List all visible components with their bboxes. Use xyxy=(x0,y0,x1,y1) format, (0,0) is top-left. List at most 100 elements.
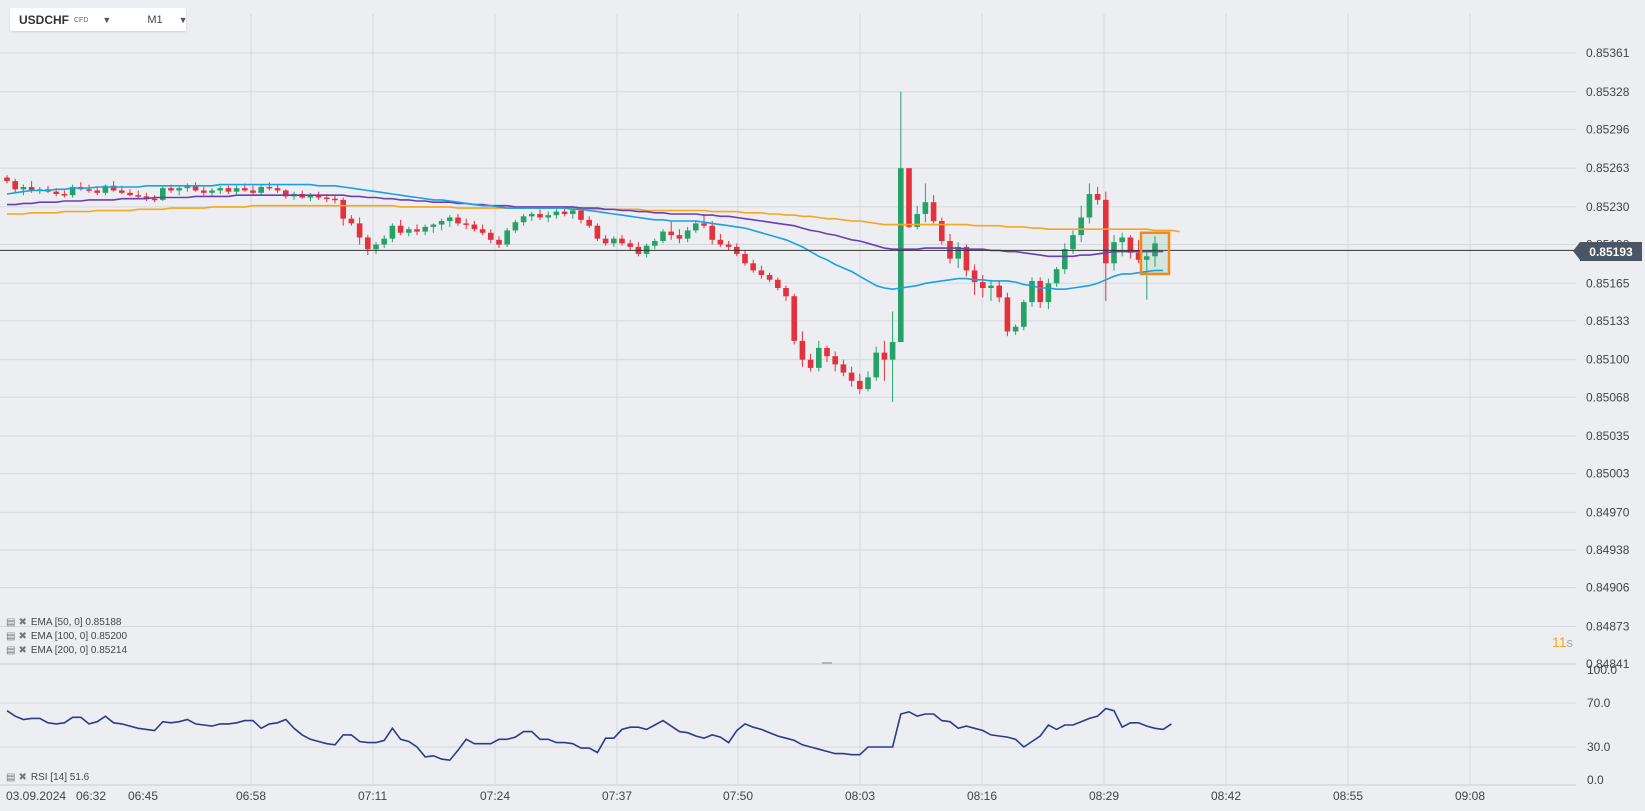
candle-bullish xyxy=(520,216,527,223)
candle-bullish xyxy=(258,186,264,193)
candle-bullish xyxy=(1021,302,1027,327)
settings-icon[interactable]: ▤ xyxy=(6,617,16,628)
symbol-selector[interactable]: USDCHF CFD ▼ M1 ▼ xyxy=(10,8,188,31)
ema200-value: 0.85214 xyxy=(90,645,128,656)
candle-bullish xyxy=(20,186,27,190)
price-tick-label: 0.85165 xyxy=(1586,276,1630,290)
ema100-line xyxy=(7,194,1164,258)
symbol-dropdown-icon[interactable]: ▼ xyxy=(102,14,112,25)
candle-bullish xyxy=(643,245,650,254)
price-tick-label: 0.85100 xyxy=(1586,353,1630,367)
candle-bullish xyxy=(233,188,240,192)
timeframe-dropdown-icon[interactable]: ▼ xyxy=(178,14,188,25)
candle-bearish xyxy=(1103,199,1109,264)
candle-bullish xyxy=(955,246,961,259)
time-tick-label: 06:32 xyxy=(76,789,106,803)
candle-bullish xyxy=(406,229,412,233)
ema50-line xyxy=(6,183,1164,291)
candle-bearish xyxy=(602,238,609,244)
time-tick-label: 09:08 xyxy=(1455,789,1485,803)
candle-bearish xyxy=(315,195,322,198)
candle-bearish xyxy=(758,270,765,276)
candle-bearish xyxy=(939,221,945,241)
rsi-tick-label: 0.0 xyxy=(1587,773,1604,787)
settings-icon[interactable]: ▤ xyxy=(6,645,16,656)
candle-bullish xyxy=(545,215,551,218)
price-tick-label: 0.84970 xyxy=(1586,505,1630,519)
remove-icon[interactable]: ✖ xyxy=(18,645,27,656)
candle-bearish xyxy=(619,238,625,244)
candle-bearish xyxy=(963,246,970,271)
countdown-unit: s xyxy=(1566,635,1574,650)
candle-bullish xyxy=(898,168,904,343)
current-price-tag: 0.85193 xyxy=(1573,242,1642,261)
candle-bearish xyxy=(488,232,494,240)
ema100-label: EMA [100, 0] xyxy=(30,631,89,642)
price-tick-label: 0.85003 xyxy=(1586,467,1630,481)
candle-bearish xyxy=(824,347,830,357)
time-tick-label: 06:45 xyxy=(128,789,158,803)
candle-bearish xyxy=(980,282,986,288)
time-tick-label: 08:55 xyxy=(1333,789,1363,803)
time-tick-label: 08:29 xyxy=(1089,789,1119,803)
ema100-value: 0.85200 xyxy=(90,631,128,642)
price-tick-label: 0.85328 xyxy=(1586,85,1630,99)
candle-bullish xyxy=(1086,194,1093,218)
candle-bullish xyxy=(553,211,560,216)
candle-bullish xyxy=(1144,256,1150,260)
rsi-label-text: RSI [14] xyxy=(30,772,67,783)
candle-bullish xyxy=(1029,280,1035,303)
candle-bearish xyxy=(725,244,732,247)
price-tick-label: 0.84841 xyxy=(1586,657,1630,671)
candle-bearish xyxy=(881,352,888,360)
ema200-line xyxy=(7,204,1180,233)
candle-bearish xyxy=(783,288,789,297)
candle-bearish xyxy=(61,194,68,196)
candle-bearish xyxy=(561,211,568,214)
candle-bearish xyxy=(537,213,543,218)
time-tick-label: 07:11 xyxy=(358,789,387,803)
rsi-line xyxy=(6,707,1172,762)
current-price-value: 0.85193 xyxy=(1589,244,1633,259)
candle-bearish xyxy=(455,217,461,224)
candle-bearish xyxy=(471,224,478,230)
candle-bullish xyxy=(160,188,166,200)
candle-bearish xyxy=(397,225,404,233)
candle-bearish xyxy=(594,225,601,239)
ema100-legend[interactable]: ▤ ✖ EMA [100, 0] 0.85200 xyxy=(6,631,127,642)
candle-bullish xyxy=(389,225,396,239)
candle-bearish xyxy=(586,219,592,226)
ema200-legend[interactable]: ▤ ✖ EMA [200, 0] 0.85214 xyxy=(6,645,127,656)
candle-bullish xyxy=(512,222,519,231)
candle-bullish xyxy=(816,347,822,368)
settings-icon[interactable]: ▤ xyxy=(6,631,16,642)
remove-icon[interactable]: ✖ xyxy=(18,617,27,628)
candle-bullish xyxy=(1062,249,1068,270)
candle-bullish xyxy=(176,188,182,191)
candle-bullish xyxy=(660,231,666,241)
candle-bullish xyxy=(184,185,191,189)
candle-bullish xyxy=(889,342,896,360)
candle-bearish xyxy=(356,223,363,238)
candle-bearish xyxy=(283,190,289,197)
candle-bearish xyxy=(1094,194,1101,200)
time-tick-label: 08:42 xyxy=(1211,789,1241,803)
candle-bearish xyxy=(857,380,863,390)
candle-bearish xyxy=(348,218,355,224)
ema50-value: 0.85188 xyxy=(85,617,122,628)
timeframe-value[interactable]: M1 xyxy=(147,13,163,26)
settings-icon[interactable]: ▤ xyxy=(6,772,16,783)
candle-bearish xyxy=(168,188,174,191)
rsi-legend[interactable]: ▤ ✖ RSI [14] 51.6 xyxy=(6,772,89,783)
candle-bearish xyxy=(151,198,158,201)
candle-bullish xyxy=(529,213,535,217)
remove-icon[interactable]: ✖ xyxy=(18,631,27,642)
ema200-label: EMA [200, 0] xyxy=(30,645,89,656)
candle-bullish xyxy=(570,210,576,214)
remove-icon[interactable]: ✖ xyxy=(18,772,27,783)
candle-bullish xyxy=(381,238,387,245)
ema50-legend[interactable]: ▤ ✖ EMA [50, 0] 0.85188 xyxy=(6,617,121,628)
candle-bearish xyxy=(971,270,978,283)
